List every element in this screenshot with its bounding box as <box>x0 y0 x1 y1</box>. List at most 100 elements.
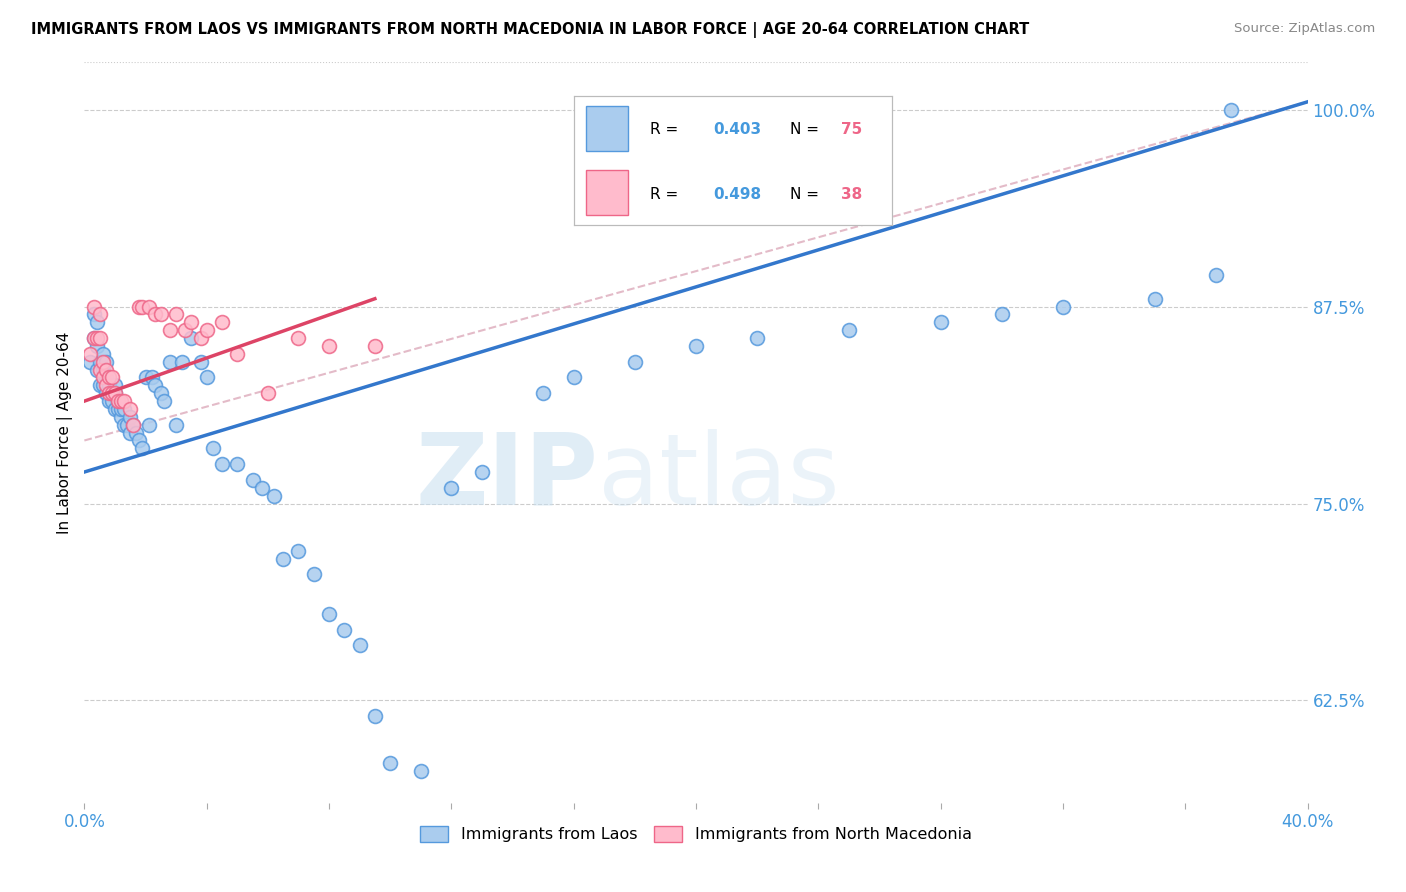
Point <box>1220 103 1243 117</box>
Point <box>190 331 212 345</box>
Point <box>91 370 114 384</box>
Point <box>1205 268 1227 282</box>
Point <box>83 331 105 345</box>
Text: Source: ZipAtlas.com: Source: ZipAtlas.com <box>1234 22 1375 36</box>
Point <box>89 378 111 392</box>
Point <box>271 551 294 566</box>
Point <box>97 370 120 384</box>
Point <box>104 402 127 417</box>
Point <box>364 709 387 723</box>
Point <box>94 386 117 401</box>
Point <box>624 355 647 369</box>
Point <box>89 355 111 369</box>
Point <box>79 347 101 361</box>
Point <box>226 347 249 361</box>
Text: ZIP: ZIP <box>415 428 598 525</box>
Point <box>110 402 132 417</box>
Point <box>120 402 142 417</box>
Point <box>120 425 142 440</box>
Point <box>131 300 153 314</box>
Point <box>143 308 166 322</box>
Point <box>107 394 129 409</box>
Point <box>107 394 129 409</box>
Point <box>1143 292 1166 306</box>
Point <box>226 457 249 471</box>
Point <box>471 465 494 479</box>
Point <box>531 386 554 401</box>
Point <box>101 386 124 401</box>
Point <box>364 339 387 353</box>
Point <box>122 417 145 432</box>
Point <box>101 386 124 401</box>
Point <box>128 434 150 448</box>
Point <box>242 473 264 487</box>
Point <box>195 323 218 337</box>
Point <box>318 339 340 353</box>
Point <box>120 409 142 424</box>
Point <box>110 394 132 409</box>
Point <box>83 300 105 314</box>
Point <box>201 442 224 456</box>
Point <box>263 489 285 503</box>
Point <box>112 394 135 409</box>
Point <box>91 362 114 376</box>
Point <box>89 331 111 345</box>
Point <box>101 394 124 409</box>
Point <box>86 339 108 353</box>
Point <box>86 315 108 329</box>
Point <box>929 315 952 329</box>
Point <box>250 481 273 495</box>
Point <box>94 378 117 392</box>
Point <box>86 331 108 345</box>
Point <box>302 567 325 582</box>
Point <box>115 417 138 432</box>
Point <box>257 386 280 401</box>
Point <box>211 457 233 471</box>
Point <box>94 362 117 376</box>
Point <box>138 417 160 432</box>
Point <box>83 308 105 322</box>
Point <box>747 331 769 345</box>
Point <box>409 764 432 779</box>
Point <box>440 481 463 495</box>
Point <box>318 607 340 621</box>
Point <box>211 315 233 329</box>
Point <box>94 355 117 369</box>
Point <box>149 386 172 401</box>
Point <box>287 331 309 345</box>
Point <box>287 543 309 558</box>
Point <box>165 417 187 432</box>
Point <box>685 339 707 353</box>
Point <box>86 362 108 376</box>
Point <box>174 323 197 337</box>
Point <box>97 394 120 409</box>
Point <box>1052 300 1074 314</box>
Point <box>107 402 129 417</box>
Point <box>141 370 163 384</box>
Point <box>97 378 120 392</box>
Point <box>104 386 127 401</box>
Point <box>180 315 202 329</box>
Point <box>83 331 105 345</box>
Point <box>149 308 172 322</box>
Point <box>104 386 127 401</box>
Point <box>180 331 202 345</box>
Point <box>122 417 145 432</box>
Point <box>91 355 114 369</box>
Legend: Immigrants from Laos, Immigrants from North Macedonia: Immigrants from Laos, Immigrants from No… <box>412 818 980 850</box>
Point <box>128 300 150 314</box>
Point <box>97 386 120 401</box>
Point <box>135 370 157 384</box>
Point <box>190 355 212 369</box>
Point <box>79 355 101 369</box>
Point <box>101 370 124 384</box>
Y-axis label: In Labor Force | Age 20-64: In Labor Force | Age 20-64 <box>58 332 73 533</box>
Point <box>104 378 127 392</box>
Point <box>112 417 135 432</box>
Point <box>562 370 585 384</box>
Point <box>89 308 111 322</box>
Point <box>380 756 402 771</box>
Point <box>195 370 218 384</box>
Point <box>94 370 117 384</box>
Point <box>110 409 132 424</box>
